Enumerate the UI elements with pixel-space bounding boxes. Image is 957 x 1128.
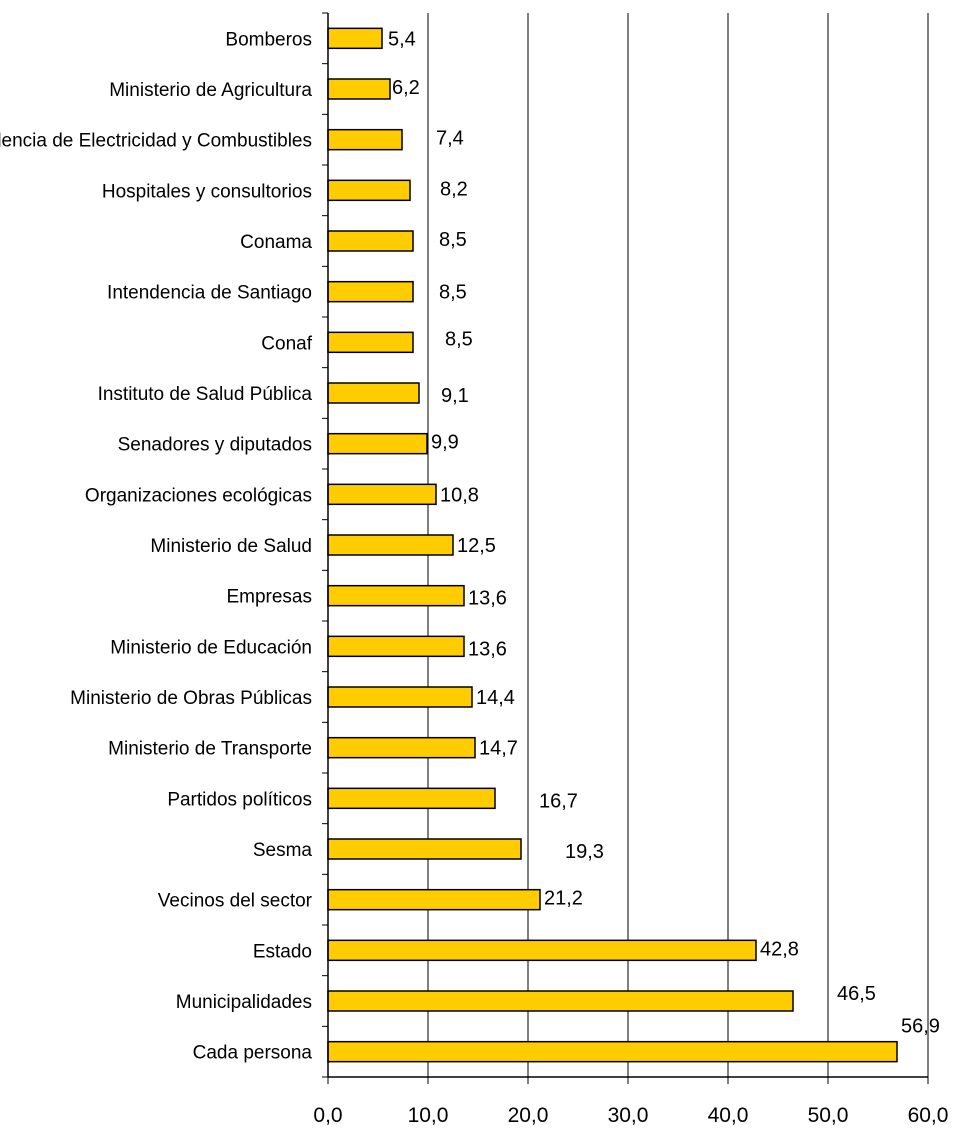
category-label: Organizaciones ecológicas — [85, 485, 312, 506]
value-label: 10,8 — [440, 484, 479, 506]
value-label: 19,3 — [565, 841, 604, 863]
category-label: Intendencia de Santiago — [107, 283, 312, 304]
value-label: 8,5 — [445, 328, 473, 350]
bar — [327, 27, 383, 50]
category-label: Ministerio de Agricultura — [109, 80, 312, 101]
bar — [327, 128, 403, 151]
category-label: Cada persona — [193, 1043, 313, 1064]
category-label: Hospitales y consultorios — [102, 181, 312, 202]
bar — [327, 230, 414, 252]
bar — [327, 382, 420, 404]
category-label: Empresas — [226, 587, 312, 608]
category-label: Ministerio de Obras Públicas — [70, 688, 312, 709]
category-label: Senadores y diputados — [118, 435, 312, 456]
value-labels: 5,4 6,2 7,4 8,2 8,5 8,5 8,5 9,1 9,9 10,8 12,5 13,6 1… — [388, 28, 940, 1037]
value-label: 8,2 — [440, 178, 468, 200]
bar — [327, 1040, 898, 1063]
value-label: 12,5 — [457, 535, 496, 557]
category-label: Vecinos del sector — [158, 891, 313, 912]
x-tick-label: 30,0 — [608, 1104, 649, 1127]
value-label: 42,8 — [760, 938, 799, 960]
bar — [327, 736, 476, 759]
value-label: 14,7 — [479, 738, 518, 760]
bar — [327, 787, 496, 810]
value-label: 9,1 — [441, 385, 469, 407]
bar — [327, 686, 473, 708]
axes — [322, 12, 929, 1084]
bar — [327, 584, 465, 607]
value-label: 6,2 — [392, 77, 420, 99]
bar — [327, 635, 465, 658]
x-tick-label: 0,0 — [313, 1104, 342, 1127]
category-label: Instituto de Salud Pública — [98, 384, 313, 405]
value-label: 5,4 — [388, 28, 416, 50]
category-label: Ministerio de Transporte — [108, 739, 312, 760]
value-label: 16,7 — [539, 790, 578, 812]
bar — [327, 990, 794, 1012]
category-label: Ministerio de Educación — [110, 637, 312, 658]
category-label: Municipalidades — [176, 992, 312, 1013]
value-label: 8,5 — [439, 229, 467, 251]
gridlines — [427, 13, 929, 1077]
x-tick-label: 40,0 — [708, 1104, 749, 1127]
category-label: Conama — [240, 232, 312, 253]
value-label: 7,4 — [436, 128, 464, 150]
bar — [327, 534, 454, 556]
category-label: Ministerio de Salud — [150, 536, 312, 557]
bar — [327, 432, 428, 455]
category-label: Conaf — [261, 333, 312, 354]
category-labels: Bomberos Ministerio de Agricultura Superin… — [0, 29, 313, 1063]
x-tick-label: 60,0 — [908, 1104, 949, 1127]
bar — [327, 179, 411, 202]
value-label: 13,6 — [468, 588, 507, 610]
bar — [327, 939, 757, 962]
value-label: 8,5 — [439, 282, 467, 304]
bar — [327, 280, 414, 303]
x-tick-label: 10,0 — [408, 1104, 449, 1127]
x-tick-label: 20,0 — [508, 1104, 549, 1127]
category-label: Superintendencia de Electricidad y Combu… — [0, 131, 312, 152]
bar — [327, 838, 522, 860]
value-label: 56,9 — [901, 1016, 940, 1038]
bars — [327, 27, 898, 1063]
bar — [327, 888, 541, 911]
value-label: 14,4 — [476, 687, 515, 709]
bar — [327, 78, 391, 100]
value-label: 13,6 — [468, 638, 507, 660]
value-label: 46,5 — [837, 983, 876, 1005]
bar — [327, 331, 414, 354]
x-tick-label: 50,0 — [808, 1104, 849, 1127]
category-label: Partidos políticos — [167, 789, 312, 810]
category-label: Bomberos — [225, 29, 312, 50]
value-label: 21,2 — [544, 888, 583, 910]
category-label: Sesma — [253, 840, 313, 861]
x-axis-tick-labels: 0,0 10,0 20,0 30,0 40,0 50,0 60,0 — [313, 1104, 948, 1127]
bar — [327, 483, 437, 506]
category-label: Estado — [253, 941, 312, 962]
value-label: 9,9 — [431, 432, 459, 454]
